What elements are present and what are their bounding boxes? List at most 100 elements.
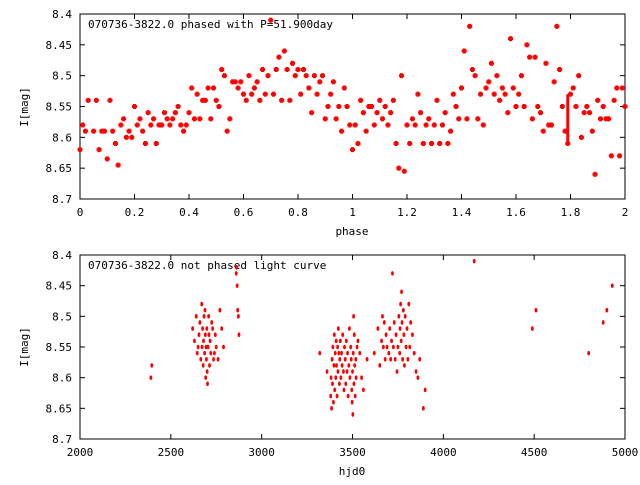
unphased-data-point — [400, 289, 403, 295]
unphased-data-point — [213, 350, 216, 356]
phased-data-point — [540, 128, 546, 134]
phased-data-point — [344, 104, 350, 109]
phased-data-point — [265, 73, 271, 79]
unphased-data-point — [601, 320, 605, 325]
phased-data-point — [461, 48, 467, 54]
phased-data-point — [382, 104, 388, 109]
phased-data-point — [281, 48, 287, 54]
unphased-data-point — [418, 356, 422, 362]
phased-data-point — [505, 110, 511, 116]
unphased-data-point — [403, 314, 407, 319]
phased-data-point — [126, 128, 132, 134]
unphased-data-point — [332, 399, 335, 405]
phased-data-point — [401, 168, 407, 174]
unphased-data-point — [347, 363, 351, 368]
phased-data-point — [132, 104, 137, 109]
unphased-x-tick-label: 2500 — [158, 446, 185, 459]
phased-data-point — [350, 147, 355, 153]
unphased-data-point — [336, 369, 340, 374]
phased-data-point — [557, 67, 563, 72]
unphased-data-point — [343, 344, 346, 350]
unphased-data-point — [348, 326, 351, 331]
unphased-data-point — [395, 369, 399, 374]
phased-data-point — [423, 122, 429, 128]
unphased-data-point — [352, 381, 356, 387]
phased-data-point — [409, 116, 415, 122]
phased-data-point — [186, 110, 192, 116]
phased-data-point — [535, 104, 541, 109]
unphased-data-point — [211, 326, 215, 331]
phased-data-point — [333, 116, 339, 122]
unphased-data-point — [387, 350, 391, 356]
unphased-data-point — [384, 332, 388, 338]
phased-data-point — [268, 17, 274, 23]
unphased-data-point — [534, 307, 538, 313]
phased-data-point — [415, 91, 421, 97]
unphased-data-point — [318, 350, 322, 356]
unphased-data-point — [194, 314, 198, 319]
phased-data-point — [241, 91, 246, 97]
unphased-data-point — [329, 393, 333, 399]
unphased-data-point — [396, 344, 400, 350]
phased-data-point — [156, 122, 162, 128]
phased-data-point — [431, 122, 437, 128]
phased-data-point — [445, 141, 451, 146]
phased-data-point — [508, 36, 514, 42]
phased-data-point — [546, 122, 552, 128]
unphased-data-point — [191, 326, 195, 331]
phased-data-point — [189, 85, 195, 91]
phased-data-point — [273, 67, 279, 72]
phased-x-tick-label: 0.8 — [288, 206, 308, 219]
phased-data-point — [439, 122, 445, 128]
phased-data-point — [608, 153, 614, 159]
unphased-data-point — [403, 363, 406, 368]
phased-y-tick-label: 8.7 — [52, 193, 72, 206]
unphased-data-point — [218, 307, 222, 313]
unphased-data-point — [399, 301, 403, 307]
phased-data-point — [175, 104, 181, 109]
unphased-data-point — [353, 393, 357, 399]
unphased-data-point — [351, 350, 355, 356]
phased-data-point — [77, 147, 83, 153]
phased-data-point — [611, 97, 617, 103]
unphased-data-point — [349, 356, 353, 362]
unphased-data-point — [207, 332, 211, 338]
unphased-data-point — [421, 406, 425, 411]
unphased-x-tick-label: 5000 — [612, 446, 639, 459]
phased-data-point — [262, 91, 268, 97]
phased-data-point — [290, 60, 296, 66]
phased-data-point — [320, 73, 326, 79]
phased-data-point — [532, 54, 538, 60]
phased-data-point — [499, 85, 505, 91]
unphased-data-point — [200, 344, 204, 350]
unphased-data-point — [216, 356, 220, 362]
phased-data-point — [339, 128, 345, 134]
unphased-data-point — [236, 307, 240, 313]
unphased-data-point — [407, 301, 411, 307]
phased-data-point — [118, 122, 124, 128]
phased-data-point — [617, 153, 623, 159]
unphased-data-point — [331, 381, 334, 387]
unphased-data-point — [342, 369, 345, 374]
unphased-data-point — [338, 338, 342, 344]
unphased-data-point — [401, 356, 405, 362]
unphased-data-point — [346, 350, 349, 356]
phased-data-point — [548, 122, 554, 128]
phased-data-point — [80, 122, 86, 128]
phased-data-point — [366, 104, 372, 109]
phased-data-point — [254, 79, 260, 85]
unphased-data-point — [149, 375, 153, 380]
phased-data-point — [219, 67, 225, 72]
phased-y-axis-label: I[mag] — [18, 87, 31, 127]
phased-data-point — [399, 73, 405, 79]
phased-data-point — [227, 116, 233, 122]
unphased-data-point — [333, 350, 337, 356]
phased-data-point — [388, 110, 394, 116]
unphased-data-point — [378, 363, 382, 368]
phased-data-point — [330, 79, 336, 85]
unphased-data-point — [408, 344, 412, 350]
phased-data-point — [469, 67, 475, 72]
phased-data-point — [178, 122, 184, 128]
phased-data-point — [407, 141, 413, 146]
